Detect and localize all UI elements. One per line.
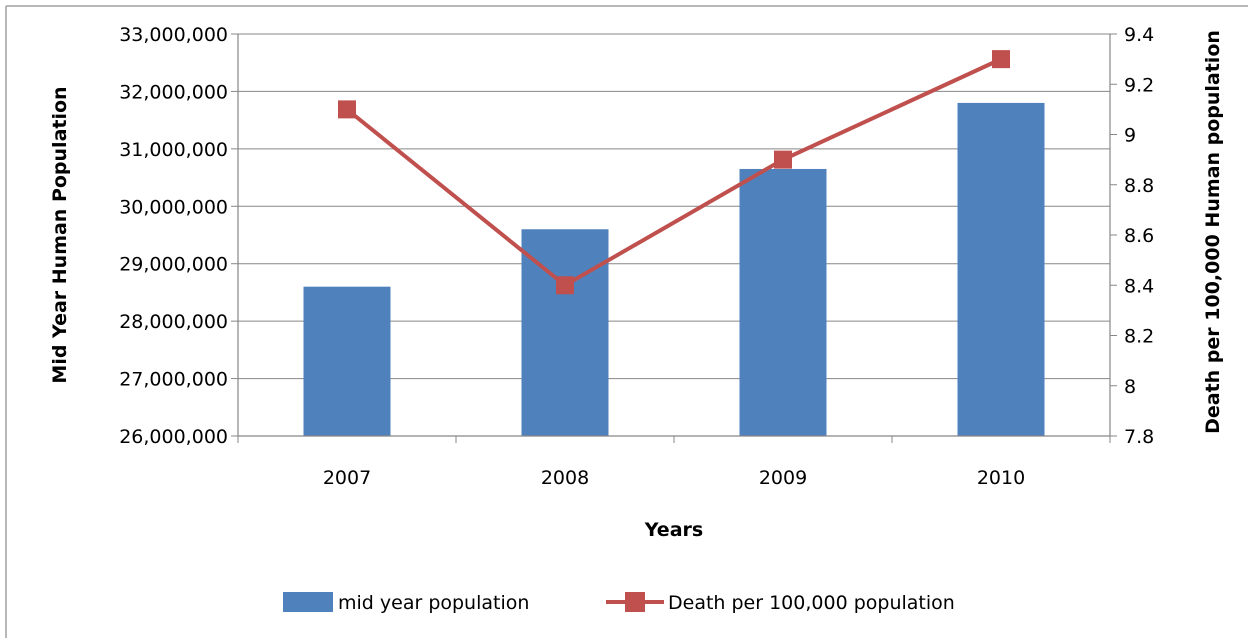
y2-tick-label: 8 bbox=[1124, 376, 1136, 398]
legend: mid year population Death per 100,000 po… bbox=[283, 592, 955, 614]
y2-axis-title: Death per 100,000 Human population bbox=[1202, 30, 1224, 434]
y2-tick-label: 8.6 bbox=[1124, 225, 1154, 247]
line-series bbox=[338, 50, 1010, 295]
y2-tick-label: 9.4 bbox=[1124, 24, 1154, 46]
y-tick-label: 30,000,000 bbox=[119, 196, 228, 218]
x-tick-label: 2009 bbox=[759, 467, 807, 489]
y-tick-label: 26,000,000 bbox=[119, 426, 228, 448]
legend-bar-label: mid year population bbox=[338, 592, 529, 614]
y2-tick-label: 9.2 bbox=[1124, 74, 1154, 96]
line-marker bbox=[556, 276, 574, 295]
x-tick-label: 2008 bbox=[541, 467, 589, 489]
x-axis-title: Years bbox=[644, 519, 703, 541]
bar-series bbox=[303, 102, 1045, 437]
series-line bbox=[345, 57, 1002, 288]
x-tick-label: 2010 bbox=[977, 467, 1025, 489]
y-tick-label: 31,000,000 bbox=[119, 139, 228, 161]
tick-labels: 26,000,000 27,000,000 28,000,000 29,000,000… bbox=[119, 24, 1154, 489]
y-tick-label: 32,000,000 bbox=[119, 81, 228, 103]
y2-tick-label: 7.8 bbox=[1124, 426, 1154, 448]
bar bbox=[739, 168, 827, 436]
y-tick-label: 28,000,000 bbox=[119, 311, 228, 333]
axes bbox=[231, 33, 1117, 443]
y2-tick-label: 8.8 bbox=[1124, 175, 1154, 197]
bar bbox=[957, 102, 1045, 437]
y2-tick-label: 8.4 bbox=[1124, 275, 1154, 297]
y-tick-label: 27,000,000 bbox=[119, 369, 228, 391]
y-axis-title: Mid Year Human Population bbox=[49, 86, 71, 383]
bar bbox=[303, 286, 391, 436]
line-marker bbox=[338, 100, 356, 119]
y-tick-label: 29,000,000 bbox=[119, 254, 228, 276]
legend-line-label: Death per 100,000 population bbox=[668, 592, 955, 614]
y-tick-label: 33,000,000 bbox=[119, 24, 228, 46]
legend-bar-swatch bbox=[283, 592, 333, 612]
legend-line-marker bbox=[625, 592, 645, 612]
line-marker bbox=[992, 50, 1010, 69]
x-tick-label: 2007 bbox=[323, 467, 371, 489]
y2-tick-label: 9 bbox=[1124, 125, 1136, 147]
y2-tick-label: 8.2 bbox=[1124, 326, 1154, 348]
line-marker bbox=[774, 150, 792, 169]
